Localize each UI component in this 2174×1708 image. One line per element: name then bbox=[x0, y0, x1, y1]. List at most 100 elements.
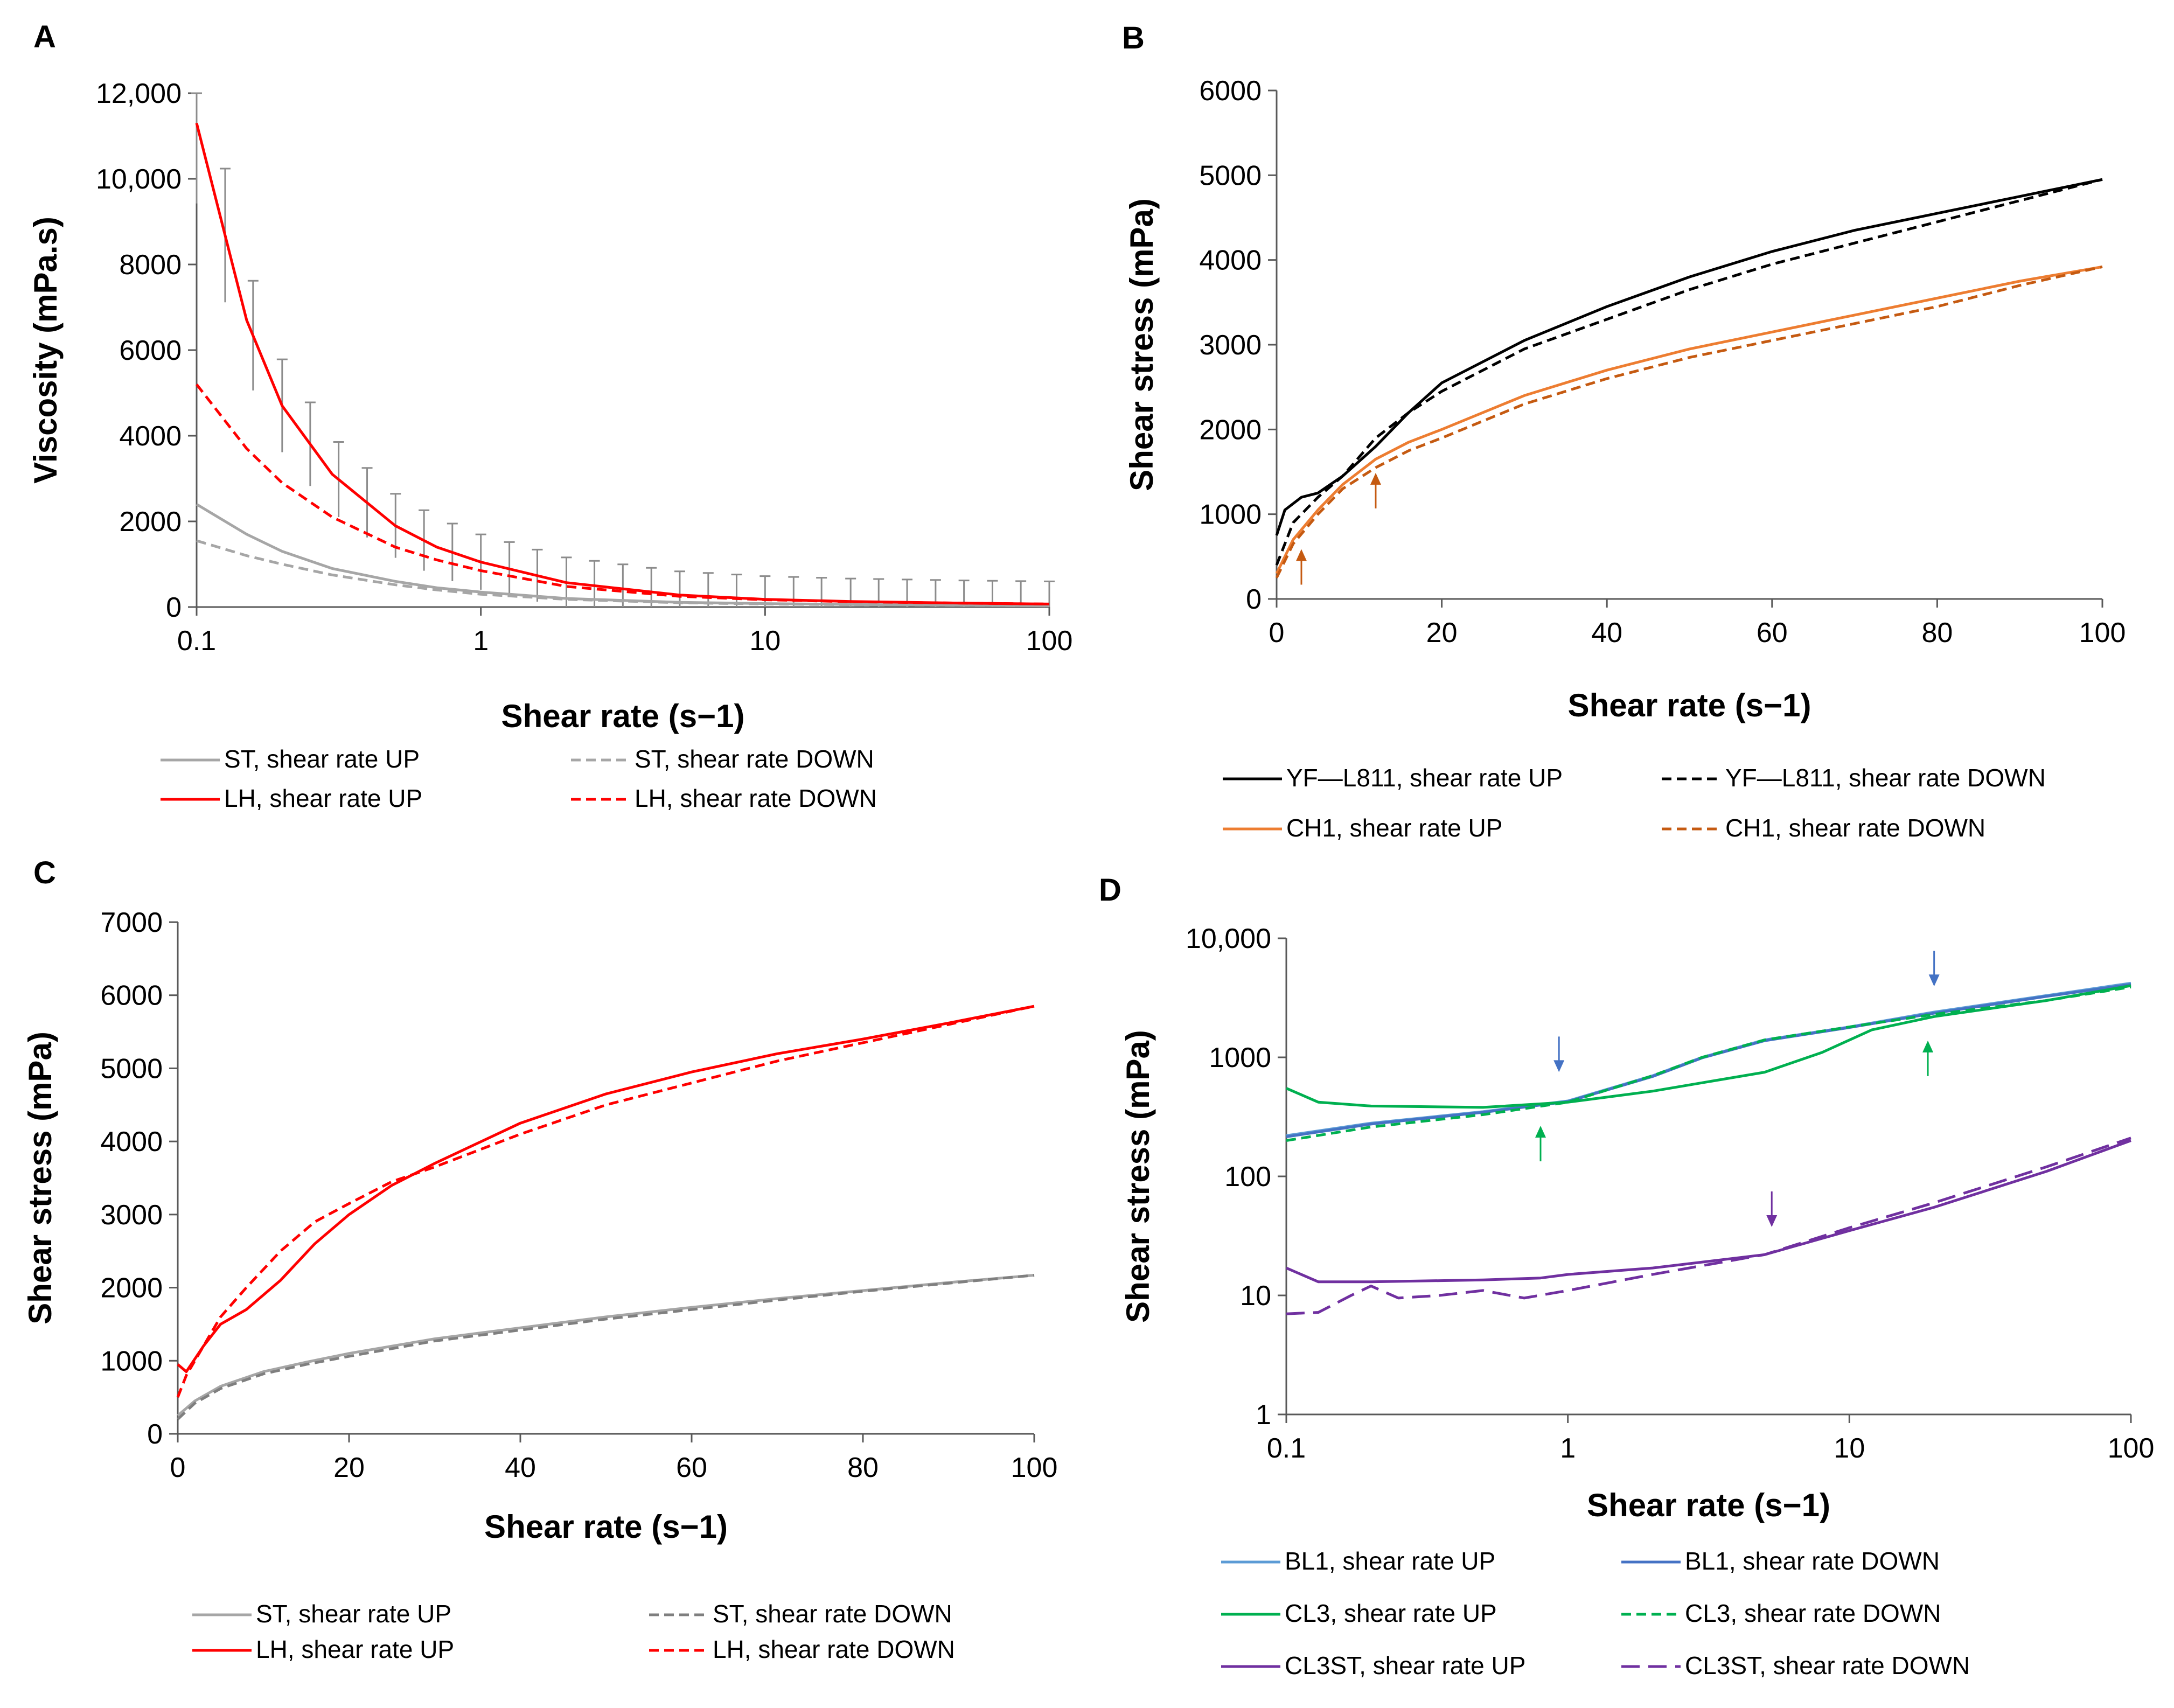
x-axis-title: Shear rate (s−1) bbox=[1568, 687, 1811, 723]
y-tick-label: 1 bbox=[1256, 1399, 1271, 1431]
chart-panel-c: C 0 1000 2000 3000 4000 5000 6000 7000 0 20 40 60 80 1… bbox=[22, 855, 1057, 1663]
x-axis-title: Shear rate (s−1) bbox=[501, 698, 745, 734]
series-line-3 bbox=[176, 1005, 1035, 1398]
series-line-2 bbox=[1286, 984, 2131, 1109]
series-line-3 bbox=[1275, 265, 2103, 578]
x-tick-label: 100 bbox=[1011, 1452, 1058, 1483]
annotation-arrowhead bbox=[1295, 549, 1307, 561]
series-line-0 bbox=[177, 1274, 1035, 1417]
legend-label: ST, shear rate UP bbox=[224, 745, 420, 773]
x-tick-label: 0 bbox=[170, 1452, 186, 1483]
x-tick-label: 0 bbox=[1269, 617, 1285, 649]
y-tick-label: 0 bbox=[166, 592, 182, 623]
x-tick-label: 80 bbox=[847, 1452, 879, 1483]
legend-label: CH1, shear rate DOWN bbox=[1725, 814, 1985, 842]
series-line-0 bbox=[196, 503, 1050, 608]
annotation-arrowhead bbox=[1535, 1126, 1546, 1138]
x-tick-label: 10 bbox=[1834, 1433, 1865, 1464]
legend-label: BL1, shear rate UP bbox=[1285, 1547, 1495, 1575]
x-tick-label: 100 bbox=[1026, 625, 1073, 657]
y-tick-label: 5000 bbox=[1199, 160, 1262, 191]
y-tick-label: 1000 bbox=[1199, 499, 1262, 531]
series-line-4 bbox=[1286, 1139, 2131, 1284]
y-tick-label: 7000 bbox=[100, 907, 163, 938]
y-tick-label: 3000 bbox=[1199, 330, 1262, 361]
x-tick-label: 60 bbox=[676, 1452, 707, 1483]
chart-panel-b: B 0 1000 2000 3000 4000 5000 6000 0 20 40 60 80 100 Sh… bbox=[1122, 20, 2126, 842]
y-axis-title: Viscosity (mPa.s) bbox=[27, 217, 64, 484]
legend-label: BL1, shear rate DOWN bbox=[1685, 1547, 1940, 1575]
annotation-arrowhead bbox=[1922, 1040, 1934, 1052]
y-tick-label: 6000 bbox=[119, 335, 182, 366]
legend-label: CL3ST, shear rate DOWN bbox=[1685, 1651, 1970, 1679]
series-line-5 bbox=[1286, 1137, 2131, 1315]
x-tick-label: 100 bbox=[2079, 617, 2126, 649]
y-tick-label: 10 bbox=[1240, 1280, 1271, 1312]
series-line-1 bbox=[177, 1274, 1035, 1420]
y-tick-label: 6000 bbox=[100, 980, 163, 1012]
y-tick-label: 100 bbox=[1224, 1161, 1271, 1193]
series-line-2 bbox=[195, 122, 1050, 605]
series-line-1 bbox=[196, 539, 1050, 608]
chart-panel-a: A 0 2000 4000 6000 8000 10,000 12,000 0.1 1 10 100 S… bbox=[27, 19, 1072, 812]
legend-label: CL3, shear rate DOWN bbox=[1685, 1599, 1941, 1627]
x-tick-label: 0.1 bbox=[1267, 1433, 1306, 1464]
x-tick-label: 20 bbox=[1426, 617, 1458, 649]
legend-label: LH, shear rate UP bbox=[256, 1635, 454, 1663]
legend-label: CH1, shear rate UP bbox=[1286, 814, 1502, 842]
annotation-arrowhead bbox=[1553, 1060, 1565, 1072]
x-tick-label: 1 bbox=[1560, 1433, 1576, 1464]
x-tick-label: 1 bbox=[473, 625, 489, 657]
y-tick-label: 0 bbox=[147, 1419, 163, 1450]
y-tick-label: 5000 bbox=[100, 1053, 163, 1084]
legend-label: YF—L811, shear rate DOWN bbox=[1725, 764, 2046, 792]
legend-label: ST, shear rate DOWN bbox=[713, 1600, 952, 1628]
y-tick-label: 2000 bbox=[100, 1273, 163, 1304]
legend-label: LH, shear rate DOWN bbox=[713, 1635, 955, 1663]
y-axis-title: Shear stress (mPa) bbox=[1120, 1030, 1156, 1323]
y-tick-label: 1000 bbox=[100, 1346, 163, 1377]
y-tick-label: 8000 bbox=[119, 249, 182, 281]
x-tick-label: 0.1 bbox=[177, 625, 216, 657]
series-line-2 bbox=[1275, 265, 2103, 574]
y-tick-label: 12,000 bbox=[96, 78, 182, 109]
panel-letter: B bbox=[1122, 20, 1145, 55]
x-tick-label: 60 bbox=[1757, 617, 1788, 649]
annotation-arrowhead bbox=[1370, 472, 1381, 485]
y-tick-label: 2000 bbox=[1199, 414, 1262, 445]
series-line-3 bbox=[196, 384, 1050, 605]
series-line-3 bbox=[1286, 985, 2131, 1142]
y-tick-label: 4000 bbox=[119, 421, 182, 452]
x-tick-label: 40 bbox=[1591, 617, 1622, 649]
y-tick-label: 2000 bbox=[119, 506, 182, 538]
legend-label: CL3ST, shear rate UP bbox=[1285, 1651, 1525, 1679]
legend-label: ST, shear rate UP bbox=[256, 1600, 451, 1628]
y-tick-label: 6000 bbox=[1199, 75, 1262, 107]
panel-letter: D bbox=[1099, 873, 1121, 908]
y-axis-title: Shear stress (mPa) bbox=[22, 1031, 58, 1324]
y-tick-label: 0 bbox=[1246, 584, 1262, 615]
x-tick-label: 80 bbox=[1921, 617, 1953, 649]
legend-label: LH, shear rate UP bbox=[224, 784, 422, 812]
annotation-arrowhead bbox=[1928, 974, 1940, 987]
series-line-2 bbox=[177, 1005, 1035, 1374]
legend-label: LH, shear rate DOWN bbox=[635, 784, 877, 812]
y-tick-label: 3000 bbox=[100, 1200, 163, 1231]
legend-label: CL3, shear rate UP bbox=[1285, 1599, 1497, 1627]
x-axis-title: Shear rate (s−1) bbox=[484, 1509, 728, 1545]
y-tick-label: 4000 bbox=[100, 1126, 163, 1158]
panel-letter: C bbox=[33, 855, 56, 890]
panel-letter: A bbox=[33, 19, 56, 54]
y-tick-label: 4000 bbox=[1199, 245, 1262, 276]
x-tick-label: 100 bbox=[2108, 1433, 2155, 1464]
x-axis-title: Shear rate (s−1) bbox=[1587, 1487, 1830, 1523]
x-tick-label: 20 bbox=[333, 1452, 365, 1483]
y-tick-label: 1000 bbox=[1209, 1042, 1271, 1073]
annotation-arrowhead bbox=[1766, 1215, 1778, 1227]
x-tick-label: 40 bbox=[505, 1452, 536, 1483]
y-axis-title: Shear stress (mPa) bbox=[1124, 198, 1160, 491]
legend-label: ST, shear rate DOWN bbox=[635, 745, 874, 773]
y-tick-label: 10,000 bbox=[1186, 923, 1271, 954]
